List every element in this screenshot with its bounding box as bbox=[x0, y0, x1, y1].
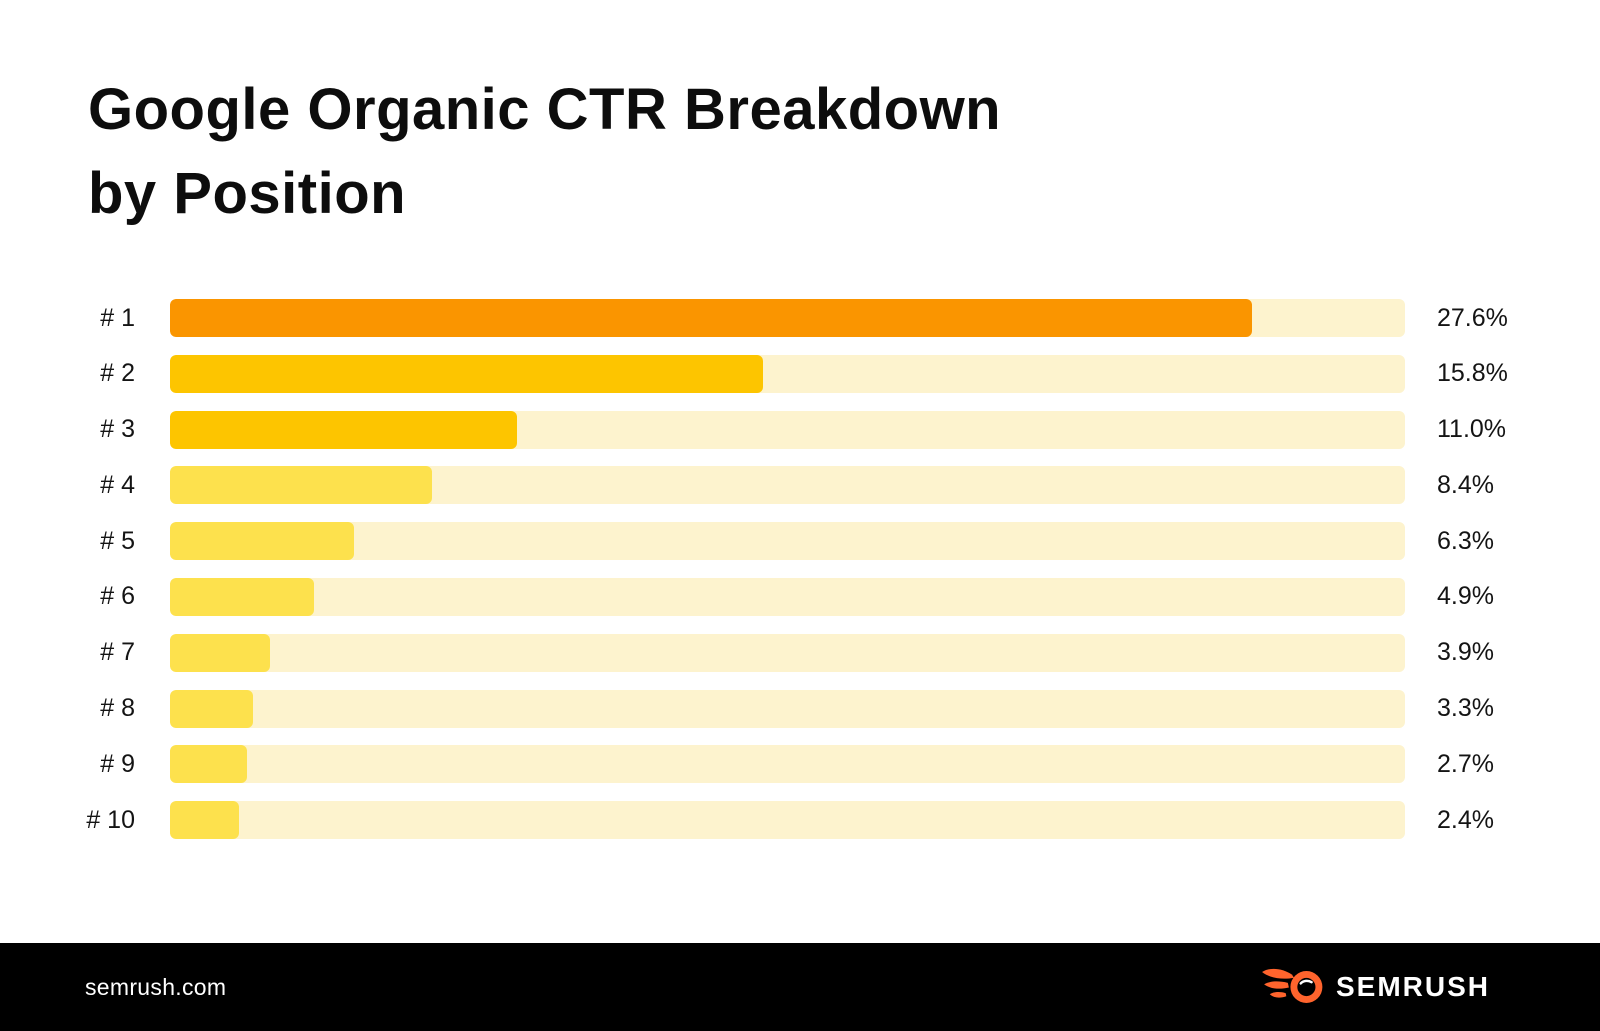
position-label: # 7 bbox=[100, 638, 135, 667]
value-label: 3.3% bbox=[1437, 694, 1494, 723]
bar-track bbox=[170, 299, 1405, 337]
chart-row: # 9 2.7% bbox=[0, 745, 1600, 784]
position-label: # 5 bbox=[100, 526, 135, 555]
bar-fill bbox=[170, 633, 271, 672]
bar-track bbox=[170, 522, 1405, 561]
page-title-line2: by Position bbox=[88, 161, 407, 226]
chart-row: # 1 27.6% bbox=[0, 299, 1600, 337]
ctr-bar-chart: # 1 27.6% # 2 15.8% # 3 11.0% # 4 8.4% # 5 6.3% # … bbox=[0, 299, 1600, 840]
value-label: 2.7% bbox=[1437, 749, 1494, 778]
value-label: 4.9% bbox=[1437, 582, 1494, 611]
position-label: # 1 bbox=[100, 303, 135, 332]
brand-logo: SEMRUSH bbox=[1260, 965, 1490, 1009]
brand-name: SEMRUSH bbox=[1335, 971, 1490, 1002]
value-label: 27.6% bbox=[1437, 303, 1508, 332]
chart-row: # 3 11.0% bbox=[0, 410, 1600, 449]
chart-row: # 7 3.9% bbox=[0, 633, 1600, 672]
chart-row: # 8 3.3% bbox=[0, 689, 1600, 728]
value-label: 11.0% bbox=[1437, 415, 1507, 444]
value-label: 6.3% bbox=[1437, 526, 1494, 555]
bar-fill bbox=[170, 354, 763, 393]
chart-row: # 2 15.8% bbox=[0, 354, 1600, 393]
bar-track bbox=[170, 354, 1405, 393]
position-label: # 2 bbox=[100, 359, 135, 388]
chart-row: # 5 6.3% bbox=[0, 522, 1600, 561]
footer-bar: semrush.com SEMRUSH bbox=[0, 943, 1600, 1031]
position-label: # 4 bbox=[100, 470, 135, 499]
position-label: # 10 bbox=[86, 805, 135, 834]
bar-fill bbox=[170, 410, 518, 449]
bar-fill bbox=[170, 522, 354, 561]
position-label: # 8 bbox=[100, 694, 135, 723]
position-label: # 6 bbox=[100, 582, 135, 611]
bar-track bbox=[170, 801, 1405, 840]
bar-fill bbox=[170, 689, 253, 728]
position-label: # 9 bbox=[100, 749, 135, 778]
chart-row: # 4 8.4% bbox=[0, 466, 1600, 505]
bar-track bbox=[170, 689, 1405, 728]
value-label: 15.8% bbox=[1437, 359, 1508, 388]
chart-row: # 10 2.4% bbox=[0, 801, 1600, 840]
bar-fill bbox=[170, 466, 432, 505]
bar-track bbox=[170, 577, 1405, 616]
position-label: # 3 bbox=[100, 415, 135, 444]
bar-track bbox=[170, 410, 1405, 449]
bar-fill bbox=[170, 299, 1252, 337]
bar-fill bbox=[170, 745, 247, 784]
bar-track bbox=[170, 745, 1405, 784]
bar-fill bbox=[170, 577, 315, 616]
chart-row: # 6 4.9% bbox=[0, 577, 1600, 616]
bar-track bbox=[170, 633, 1405, 672]
bar-track bbox=[170, 466, 1405, 505]
semrush-logo-icon bbox=[1262, 968, 1323, 1003]
value-label: 2.4% bbox=[1437, 805, 1494, 834]
page-title-line1: Google Organic CTR Breakdown bbox=[88, 77, 1002, 142]
footer-site-url: semrush.com bbox=[85, 973, 227, 1000]
bar-fill bbox=[170, 801, 240, 840]
value-label: 8.4% bbox=[1437, 470, 1494, 499]
value-label: 3.9% bbox=[1437, 638, 1494, 667]
page-title: Google Organic CTR Breakdown by Position bbox=[88, 68, 1001, 236]
